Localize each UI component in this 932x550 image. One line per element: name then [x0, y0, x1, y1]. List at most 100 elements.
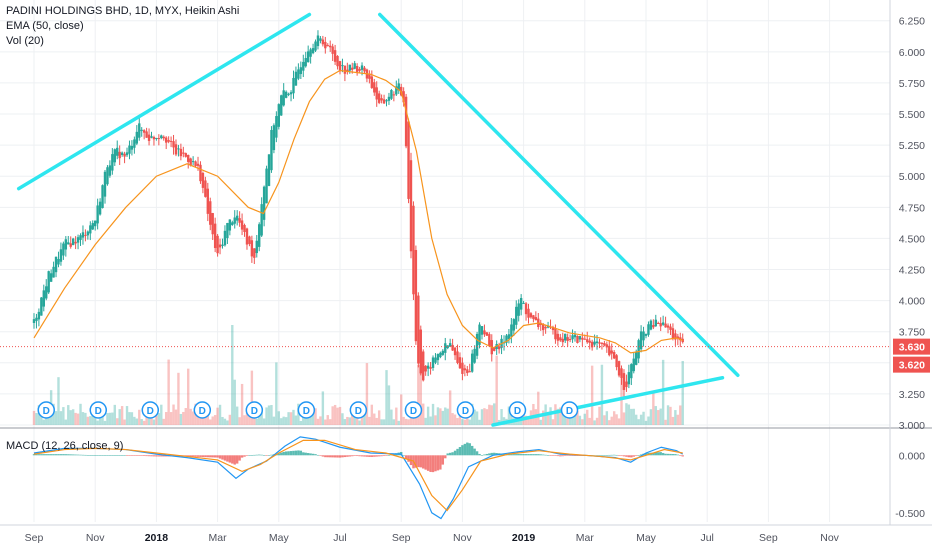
- volume-bar: [299, 420, 303, 425]
- volume-bar: [218, 404, 222, 425]
- candle: [588, 337, 591, 350]
- macd-hist-bar: [608, 454, 611, 456]
- candle: [289, 90, 293, 102]
- volume-bar: [98, 417, 102, 425]
- volume-bar: [167, 359, 170, 425]
- dividend-badge: D: [560, 401, 579, 419]
- macd-hist-bar: [45, 454, 48, 456]
- macd-hist-bar: [485, 453, 489, 456]
- candle: [231, 220, 234, 226]
- candle: [431, 355, 435, 371]
- volume-bar: [69, 410, 72, 425]
- candle-body: [76, 237, 80, 243]
- macd-hist-bar: [627, 455, 631, 458]
- macd-hist-bar: [341, 455, 344, 458]
- candle-body: [566, 337, 569, 341]
- candle-body: [157, 138, 161, 140]
- candle-body: [196, 163, 200, 166]
- macd-hist-bar: [419, 455, 422, 468]
- volume-bar: [444, 407, 447, 425]
- candle: [669, 323, 672, 335]
- macd-hist-bar: [118, 455, 121, 456]
- volume-bar: [422, 403, 425, 425]
- volume-bar: [392, 419, 396, 425]
- volume-bar: [541, 410, 545, 425]
- candle: [138, 117, 141, 141]
- macd-hist-bar: [152, 455, 156, 457]
- volume-bar: [275, 362, 278, 425]
- candle-body: [306, 51, 310, 63]
- candle: [255, 235, 258, 258]
- candle-body: [392, 94, 396, 96]
- candle: [627, 364, 631, 389]
- volume-bar: [490, 405, 493, 425]
- dividend-badge-label: D: [95, 406, 102, 417]
- volume-bar: [647, 416, 650, 425]
- candle-body: [123, 153, 126, 157]
- volume-bar: [191, 411, 195, 425]
- candle: [637, 338, 640, 364]
- volume-bar: [67, 405, 70, 425]
- candle: [96, 198, 99, 230]
- macd-hist-bar: [32, 454, 36, 456]
- candle-body: [351, 67, 354, 70]
- candle: [671, 323, 675, 341]
- volume-bar: [671, 416, 675, 425]
- candle-body: [397, 83, 400, 91]
- candle: [270, 126, 273, 173]
- candle-body: [644, 333, 648, 336]
- volume-bar: [160, 404, 163, 425]
- candle-body: [666, 325, 670, 328]
- candle: [485, 331, 489, 336]
- dividend-badge-circle: [508, 401, 527, 419]
- volume-bar: [632, 408, 635, 425]
- candle-body: [598, 342, 601, 344]
- candle-body: [635, 351, 638, 365]
- macd-hist-bar: [113, 455, 116, 456]
- candle: [532, 314, 535, 323]
- candle: [426, 362, 430, 377]
- candle-body: [228, 219, 232, 231]
- candle: [84, 229, 87, 242]
- volume-bar: [111, 412, 114, 425]
- candle: [287, 92, 290, 97]
- volume-bar: [76, 413, 80, 425]
- candle: [343, 65, 347, 82]
- candle: [245, 227, 249, 250]
- candle: [610, 343, 613, 360]
- candle-body: [338, 61, 342, 72]
- candle-body: [216, 235, 219, 254]
- candle: [116, 140, 119, 160]
- candle: [424, 365, 427, 376]
- dividend-badge: D: [37, 401, 55, 419]
- candle: [140, 127, 143, 137]
- candle-body: [532, 315, 535, 319]
- macd-hist-bar: [473, 448, 476, 456]
- macd-hist-bar: [546, 455, 550, 456]
- macd-hist-bar: [566, 455, 569, 456]
- volume-legend: Vol (20): [6, 35, 44, 47]
- volume-bar: [341, 413, 344, 425]
- macd-hist-bar: [98, 455, 102, 456]
- volume-bar: [380, 419, 383, 425]
- candle: [209, 197, 212, 231]
- macd-hist-bar: [554, 455, 557, 456]
- macd-hist-bar: [502, 453, 506, 456]
- dividend-badge-label: D: [514, 406, 521, 417]
- candle: [228, 219, 232, 236]
- candle: [106, 165, 109, 186]
- macd-hist-bar: [306, 453, 310, 456]
- candle-body: [657, 322, 660, 324]
- volume-bar: [659, 408, 662, 425]
- macd-hist-bar: [568, 455, 572, 456]
- candle: [235, 210, 239, 226]
- candle-body: [573, 334, 577, 338]
- candle-body: [610, 350, 613, 354]
- macd-hist-bar: [549, 455, 552, 456]
- volume-bar: [507, 406, 511, 425]
- macd-hist-bar: [69, 454, 72, 456]
- candle-body: [470, 353, 474, 372]
- candle: [649, 319, 653, 331]
- volume-bar: [441, 410, 445, 425]
